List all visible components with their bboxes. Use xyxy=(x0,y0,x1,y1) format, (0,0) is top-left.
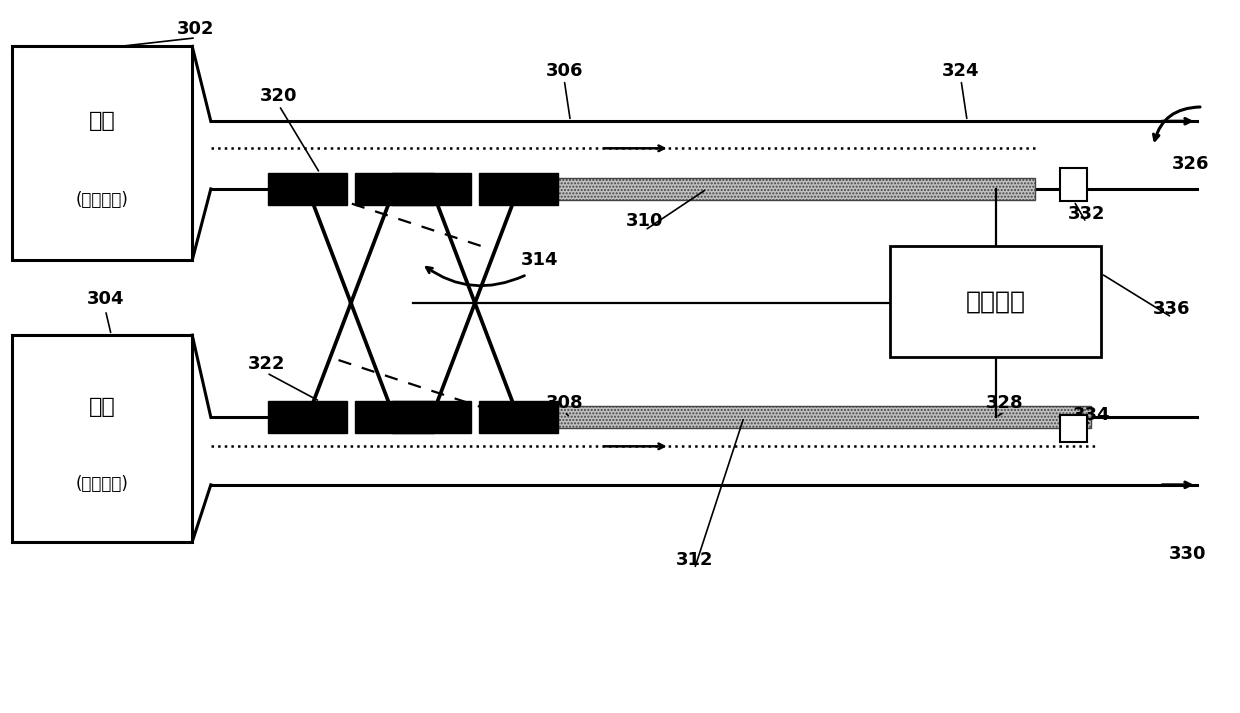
Text: 304: 304 xyxy=(87,290,124,309)
Bar xyxy=(1060,168,1087,201)
Text: 326: 326 xyxy=(1172,155,1209,173)
Text: 322: 322 xyxy=(248,354,285,373)
Bar xyxy=(479,173,558,205)
Text: 控制模块: 控制模块 xyxy=(966,289,1025,313)
Text: (输入气体): (输入气体) xyxy=(76,191,129,210)
Text: (氧化气体): (氧化气体) xyxy=(76,475,129,493)
Bar xyxy=(392,401,471,433)
Bar xyxy=(481,178,1035,200)
Bar xyxy=(1060,415,1087,442)
Text: 302: 302 xyxy=(177,19,215,38)
Text: 306: 306 xyxy=(546,62,583,81)
Text: 来源: 来源 xyxy=(89,111,115,131)
Text: 来源: 来源 xyxy=(89,397,115,418)
Text: 320: 320 xyxy=(260,87,298,106)
Bar xyxy=(355,401,434,433)
Bar xyxy=(355,173,434,205)
Text: 310: 310 xyxy=(626,212,663,230)
Text: 332: 332 xyxy=(1068,205,1105,223)
Text: 314: 314 xyxy=(521,251,558,270)
Text: 312: 312 xyxy=(676,550,713,569)
Text: 334: 334 xyxy=(1073,406,1110,424)
Bar xyxy=(481,406,1091,428)
Text: 308: 308 xyxy=(546,394,583,412)
Bar xyxy=(12,46,192,260)
Bar xyxy=(12,335,192,542)
Text: 336: 336 xyxy=(1153,299,1190,318)
Bar xyxy=(479,401,558,433)
Bar xyxy=(392,173,471,205)
Bar xyxy=(268,401,347,433)
Text: 330: 330 xyxy=(1169,545,1207,563)
Text: 328: 328 xyxy=(986,394,1023,412)
Bar xyxy=(890,246,1101,356)
Text: 324: 324 xyxy=(942,62,980,81)
Bar xyxy=(268,173,347,205)
